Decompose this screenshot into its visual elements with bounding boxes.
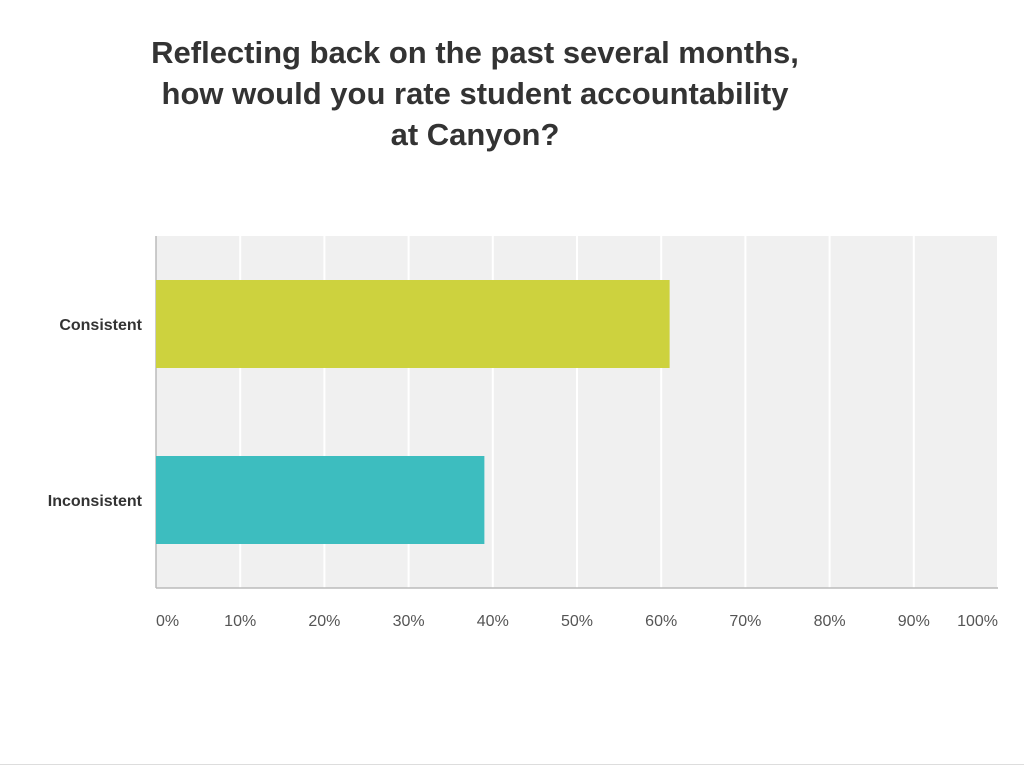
chart-title-line-1: Reflecting back on the past several mont… bbox=[151, 35, 799, 70]
chart-title: Reflecting back on the past several mont… bbox=[40, 32, 910, 155]
bar-inconsistent bbox=[156, 456, 485, 544]
x-tick-label: 10% bbox=[224, 613, 256, 630]
x-tick-labels: 0% 10% 20% 30% 40% 50% 60% 70% 80% 90% 100% bbox=[156, 613, 998, 630]
x-tick-label: 40% bbox=[477, 613, 509, 630]
x-tick-label: 90% bbox=[898, 613, 930, 630]
category-label: Inconsistent bbox=[48, 493, 143, 510]
x-tick-label: 50% bbox=[561, 613, 593, 630]
bar-consistent bbox=[156, 280, 670, 368]
x-tick-label: 60% bbox=[645, 613, 677, 630]
bottom-divider bbox=[0, 764, 1024, 765]
chart-title-line-2: how would you rate student accountabilit… bbox=[161, 76, 789, 111]
x-tick-label: 0% bbox=[156, 613, 179, 630]
x-tick-label: 80% bbox=[814, 613, 846, 630]
bars bbox=[156, 280, 670, 544]
x-tick-label: 70% bbox=[729, 613, 761, 630]
x-tick-label: 20% bbox=[308, 613, 340, 630]
chart-title-line-3: at Canyon? bbox=[390, 117, 560, 152]
x-tick-label: 100% bbox=[957, 613, 998, 630]
category-labels: Consistent Inconsistent bbox=[48, 317, 143, 510]
x-tick-label: 30% bbox=[393, 613, 425, 630]
category-label: Consistent bbox=[59, 317, 142, 334]
